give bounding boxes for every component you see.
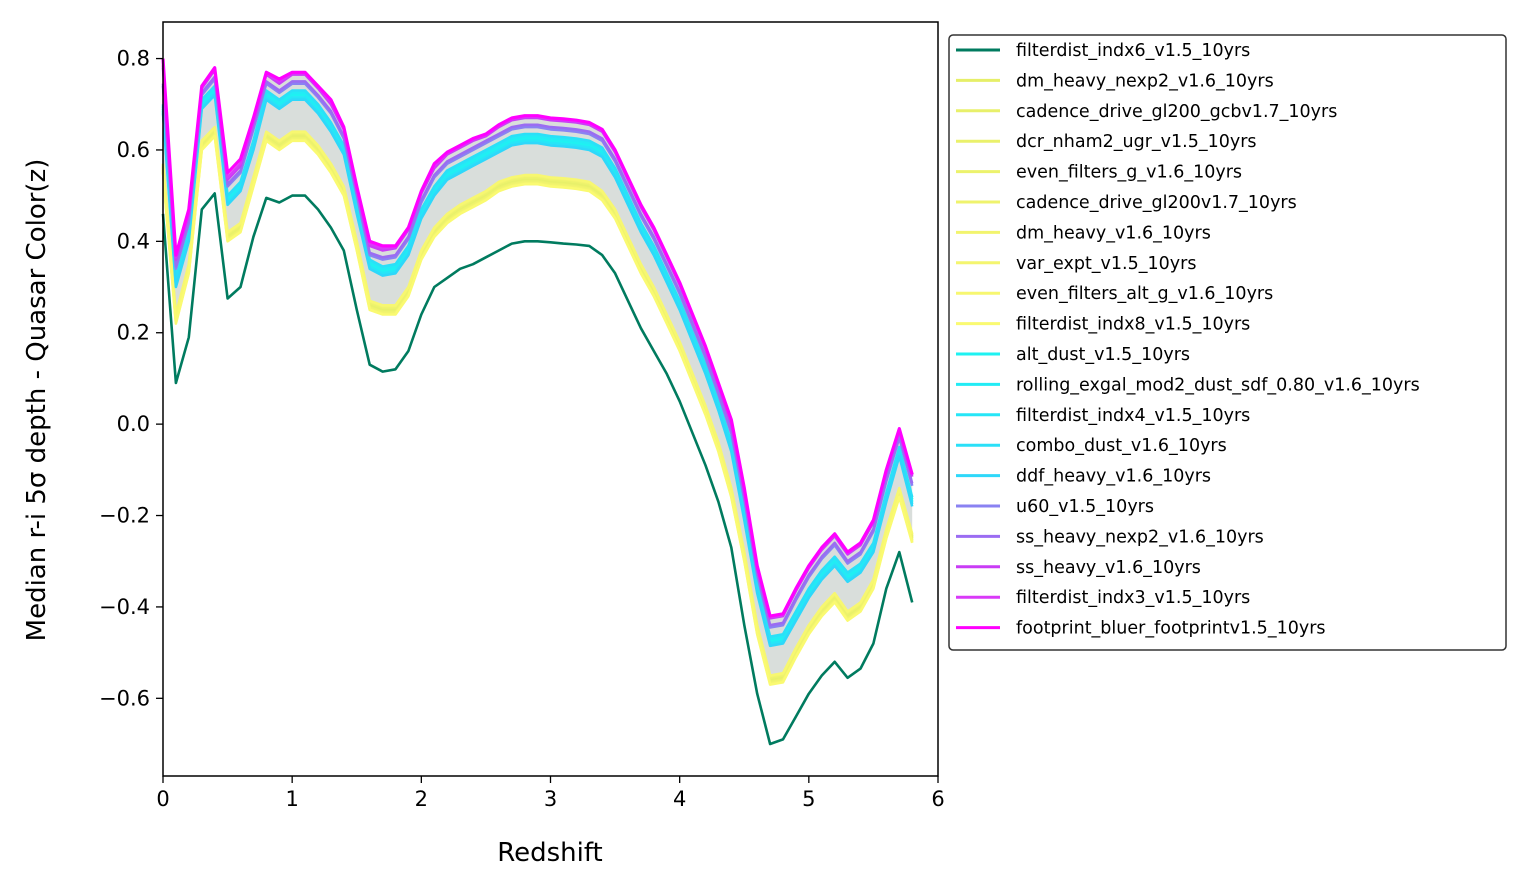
- legend-label: dcr_nham2_ugr_v1.5_10yrs: [1016, 132, 1257, 152]
- legend-label: combo_dust_v1.6_10yrs: [1016, 436, 1227, 456]
- legend-label: even_filters_g_v1.6_10yrs: [1016, 163, 1242, 183]
- legend-box: [948, 34, 1507, 651]
- series-line: [161, 125, 914, 677]
- legend: filterdist_indx6_v1.5_10yrs dm_heavy_nexp…: [948, 34, 1507, 651]
- y-tick-label: 0.2: [117, 321, 150, 345]
- legend-label: dm_heavy_v1.6_10yrs: [1016, 223, 1211, 243]
- legend-label: u60_v1.5_10yrs: [1016, 497, 1154, 517]
- y-axis-label: Median r-i 5σ depth - Quasar Color(z): [22, 159, 52, 642]
- series-line: [161, 93, 914, 648]
- fill-band-layer: [163, 58, 913, 681]
- x-axis-label: Redshift: [497, 838, 603, 868]
- legend-entries: filterdist_indx6_v1.5_10yrs dm_heavy_nexp…: [956, 41, 1420, 639]
- x-axis: 0 1 2 3 4 5 6: [156, 776, 945, 811]
- legend-label: cadence_drive_gl200v1.7_10yrs: [1016, 193, 1297, 213]
- legend-label: footprint_bluer_footprintv1.5_10yrs: [1016, 619, 1326, 639]
- x-tick-label: 1: [285, 787, 298, 811]
- legend-label: filterdist_indx6_v1.5_10yrs: [1016, 41, 1250, 61]
- legend-label: filterdist_indx4_v1.5_10yrs: [1016, 406, 1250, 426]
- fill-band: [163, 58, 913, 681]
- legend-label: alt_dust_v1.5_10yrs: [1016, 345, 1190, 365]
- legend-label: dm_heavy_nexp2_v1.6_10yrs: [1016, 71, 1274, 91]
- x-tick-label: 2: [415, 787, 428, 811]
- x-tick-label: 6: [931, 787, 944, 811]
- x-tick-label: 0: [156, 787, 169, 811]
- y-tick-label: 0.8: [117, 47, 150, 71]
- y-axis: −0.6 −0.4 −0.2 0.0 0.2 0.4 0.6 0.8: [99, 47, 163, 710]
- series-line: [161, 84, 914, 638]
- legend-label: even_filters_alt_g_v1.6_10yrs: [1016, 284, 1273, 304]
- legend-label: ss_heavy_nexp2_v1.6_10yrs: [1016, 527, 1264, 547]
- legend-label: filterdist_indx8_v1.5_10yrs: [1016, 315, 1250, 335]
- legend-label: ddf_heavy_v1.6_10yrs: [1016, 467, 1211, 487]
- legend-label: filterdist_indx3_v1.5_10yrs: [1016, 588, 1250, 608]
- y-tick-label: 0.6: [117, 138, 150, 162]
- legend-label: var_expt_v1.5_10yrs: [1016, 254, 1196, 274]
- x-tick-label: 5: [802, 787, 815, 811]
- y-tick-label: −0.6: [99, 686, 150, 710]
- x-tick-label: 3: [544, 787, 557, 811]
- y-tick-label: 0.0: [117, 412, 150, 436]
- series-line: [161, 58, 914, 618]
- legend-label: rolling_exgal_mod2_dust_sdf_0.80_v1.6_10…: [1016, 375, 1420, 395]
- series-line: [161, 192, 914, 746]
- y-tick-label: 0.4: [117, 229, 150, 253]
- series-line: [161, 75, 914, 627]
- y-tick-label: −0.2: [99, 504, 150, 528]
- series-layer: [161, 58, 914, 746]
- legend-label: ss_heavy_v1.6_10yrs: [1016, 558, 1201, 578]
- series-line: [161, 134, 914, 686]
- legend-label: cadence_drive_gl200_gcbv1.7_10yrs: [1016, 102, 1337, 122]
- y-tick-label: −0.4: [99, 595, 150, 619]
- x-tick-label: 4: [673, 787, 686, 811]
